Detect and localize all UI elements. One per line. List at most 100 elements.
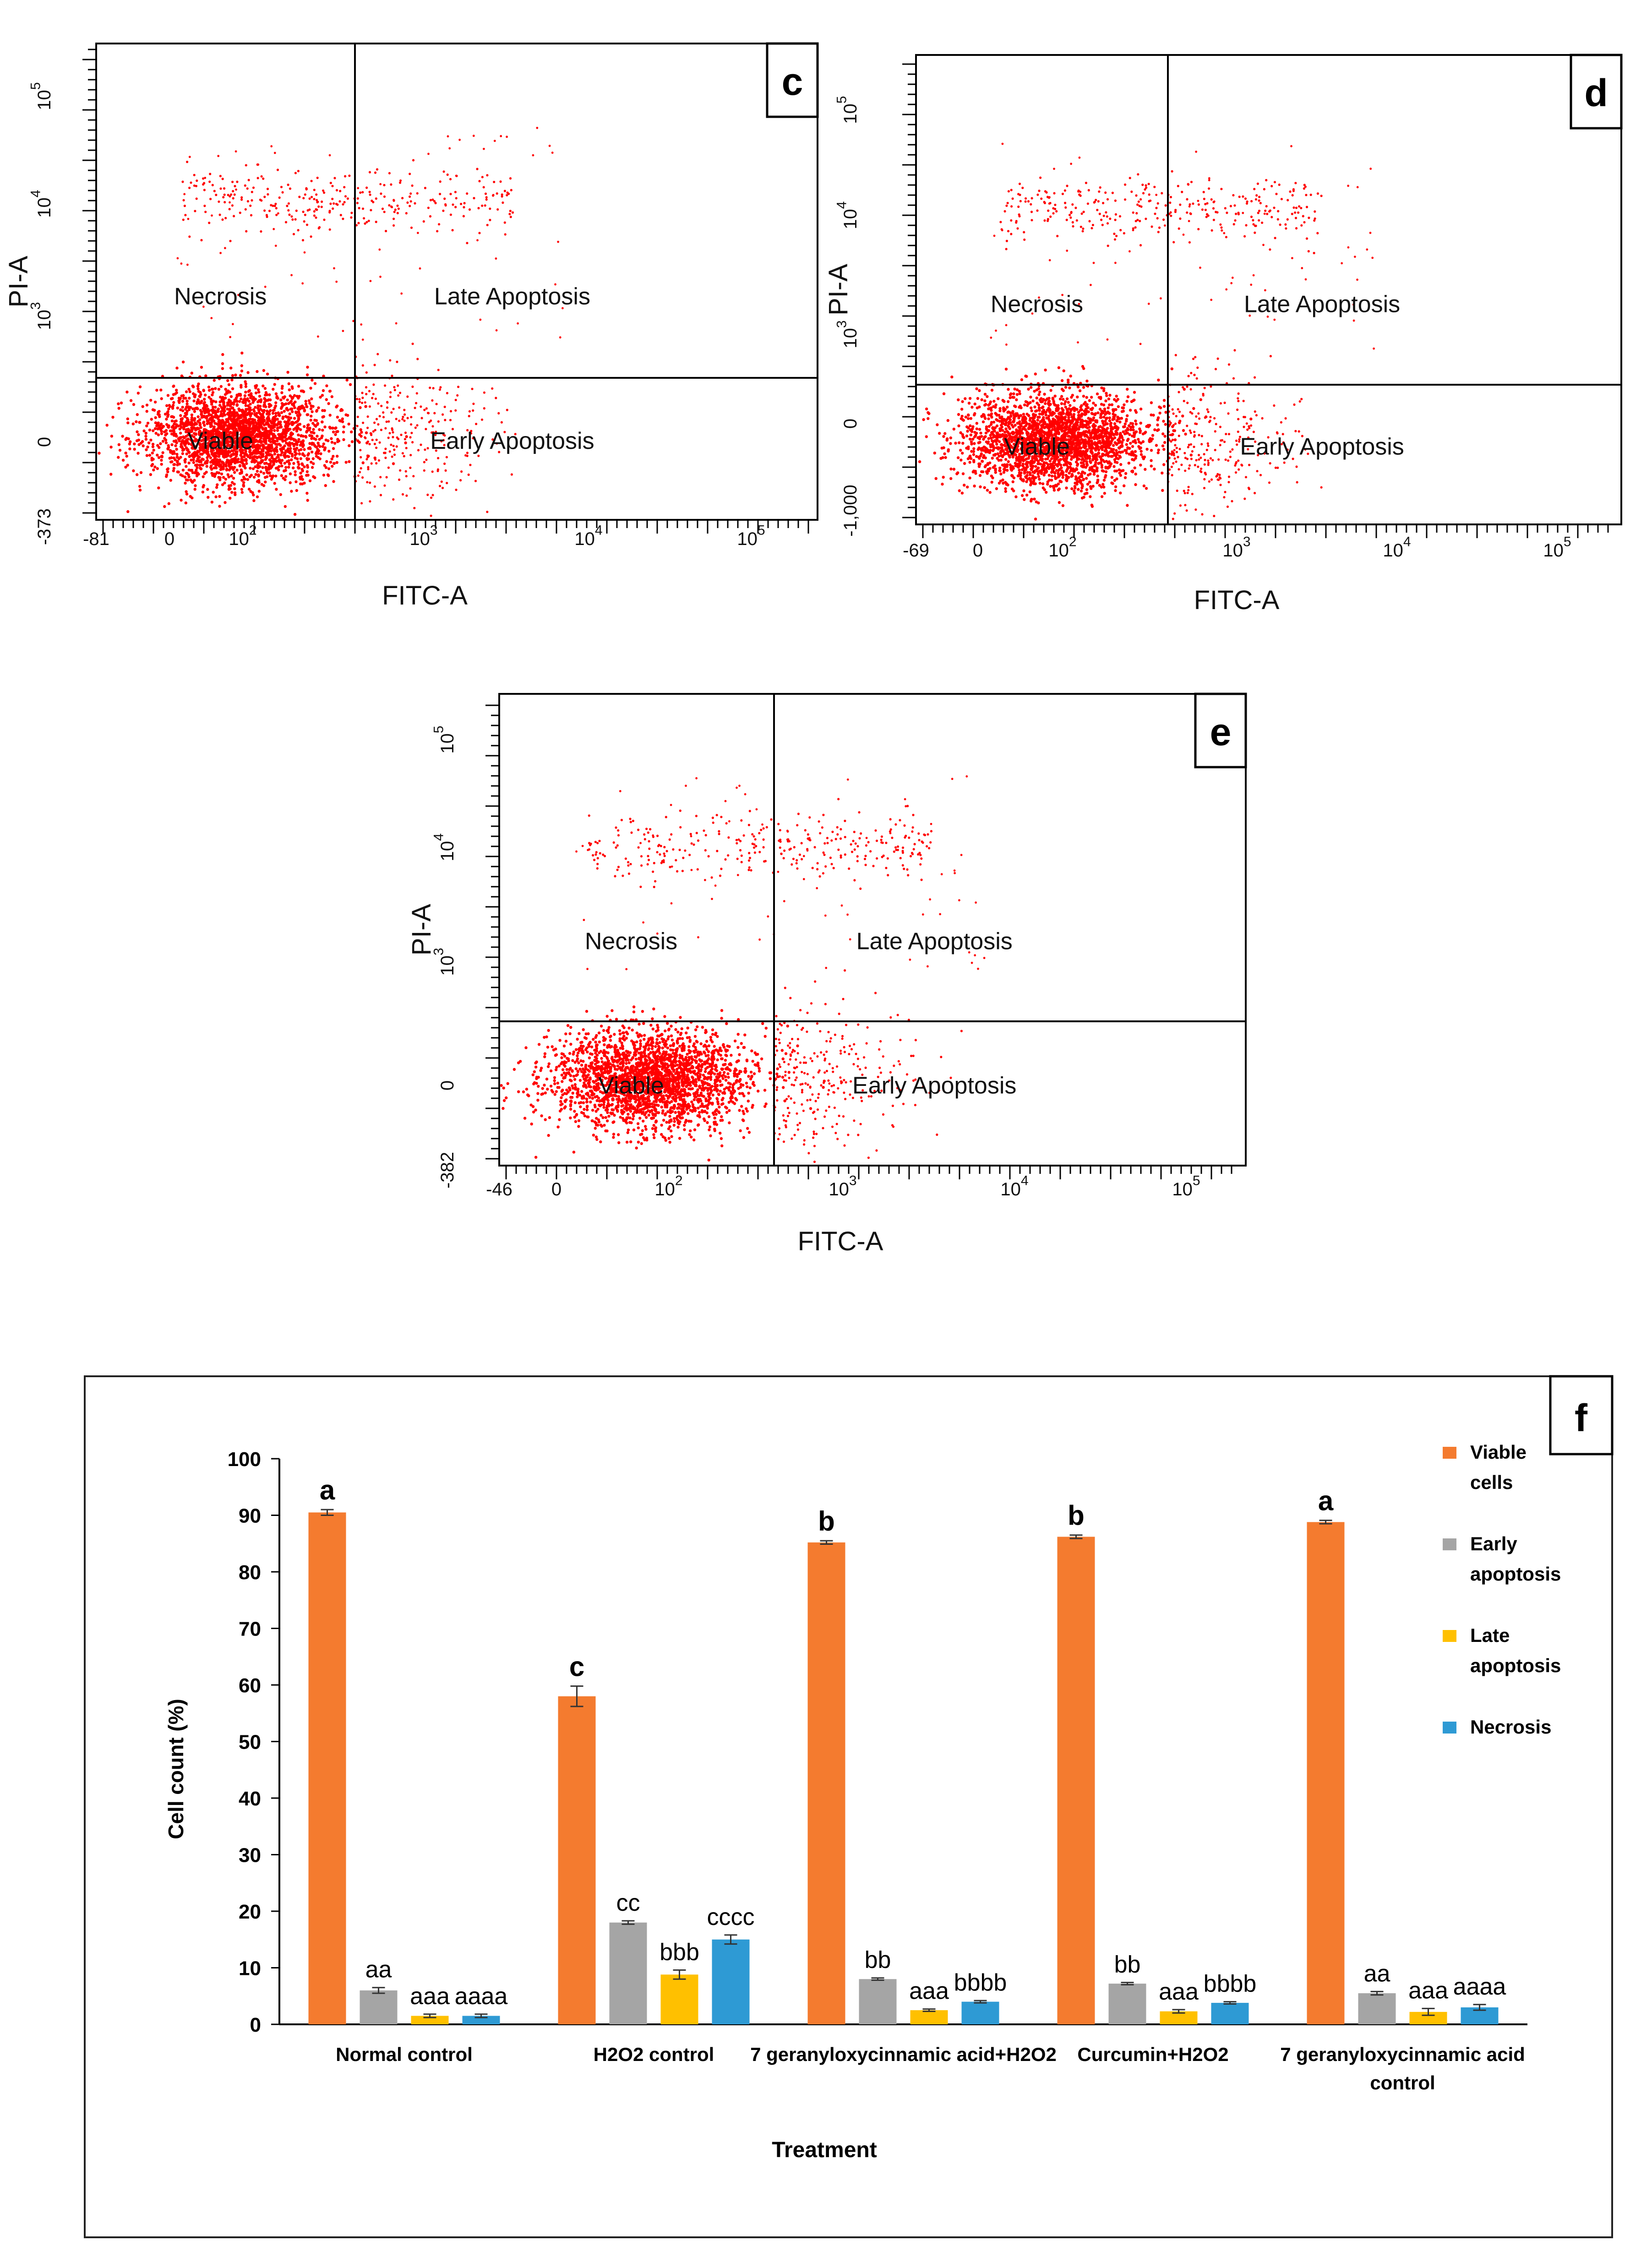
scatter-dot [305,491,309,495]
scatter-dot [263,446,267,449]
scatter-dot [982,437,985,441]
scatter-dot [248,423,252,426]
scatter-dot [412,159,415,162]
scatter-dot [1027,387,1030,391]
scatter-dot [198,395,202,398]
scatter-dot [1161,444,1165,447]
scatter-dot [192,385,195,388]
scatter-dot [1064,386,1068,389]
scatter-dot [278,414,281,417]
scatter-dot [366,426,369,429]
scatter-dot [1038,390,1041,393]
scatter-dot [517,322,519,325]
scatter-dot [388,450,391,453]
scatter-dot [1033,497,1036,501]
scatter-dot [235,469,239,472]
scatter-dot [361,397,364,399]
scatter-dot [467,473,470,476]
scatter-dot [260,459,263,462]
scatter-dot [185,452,188,456]
scatter-dot [967,402,971,405]
scatter-dot [382,411,385,414]
scatter-dot [270,446,273,449]
scatter-dot [214,387,217,390]
scatter-dot [416,358,419,360]
scatter-dot [218,495,221,498]
scatter-dot [224,478,227,481]
scatter-dot [222,400,225,403]
scatter-dot [272,436,276,439]
scatter-dot [185,399,189,403]
scatter-dot [356,415,359,418]
scatter-dot [299,443,302,447]
scatter-dot [1129,409,1132,412]
scatter-dot [403,455,405,458]
scatter-dot [412,475,415,478]
scatter-dot [503,190,506,192]
scatter-dot [254,391,258,395]
scatter-dot [195,469,198,472]
scatter-dot [483,147,485,150]
scatter-dot [380,192,382,195]
scatter-dot [341,420,344,423]
scatter-dot [221,218,224,221]
scatter-dot [1044,402,1047,405]
scatter-dot [207,496,210,499]
scatter-dot [224,387,227,391]
scatter-dot [1181,414,1184,418]
scatter-dot [1048,479,1051,482]
scatter-dot [975,387,978,391]
scatter-dot [219,174,222,177]
scatter-dot [975,427,978,431]
scatter-dot [397,384,399,387]
scatter-dot [309,419,312,422]
scatter-dot [284,505,287,508]
scatter-dot [300,404,303,408]
scatter-dot [186,448,190,451]
scatter-dot [972,459,976,462]
scatter-dot [207,385,211,389]
scatter-dot [278,460,281,463]
scatter-dot [980,398,983,401]
scatter-dot [330,457,333,461]
scatter-dot [193,488,196,491]
scatter-dot [1060,379,1064,382]
scatter-dot [319,452,322,455]
scatter-dot [323,409,326,412]
scatter-dot [370,462,373,465]
scatter-dot [335,405,338,409]
scatter-dot [976,406,979,409]
scatter-dot [146,421,150,425]
scatter-dot [1118,420,1122,424]
scatter-dot [409,454,412,457]
scatter-dot [230,491,234,494]
scatter-dot [138,485,142,488]
scatter-dot [460,202,463,205]
scatter-dot [289,433,292,436]
scatter-dot [215,471,219,474]
scatter-dot [269,465,273,468]
scatter-dot [171,405,174,409]
scatter-dot [431,470,434,473]
scatter-dot [393,199,395,202]
scatter-dot [477,207,480,210]
scatter-dot [318,457,322,460]
scatter-dot [1004,490,1007,493]
scatter-dot [169,429,172,432]
scatter-dot [161,440,165,443]
scatter-dot [263,196,266,198]
scatter-dot [431,494,434,496]
scatter-dot [1022,413,1025,416]
scatter-dot [222,403,225,407]
scatter-dot [379,183,382,185]
scatter-dot [214,410,217,414]
scatter-dot [267,410,271,414]
scatter-dot [486,174,489,177]
scatter-dot [215,422,218,425]
scatter-dot [307,399,311,403]
scatter-dot [248,418,251,421]
scatter-dot [291,454,294,458]
scatter-dot [961,452,964,455]
scatter-dot [399,469,402,472]
scatter-dot [444,469,447,472]
